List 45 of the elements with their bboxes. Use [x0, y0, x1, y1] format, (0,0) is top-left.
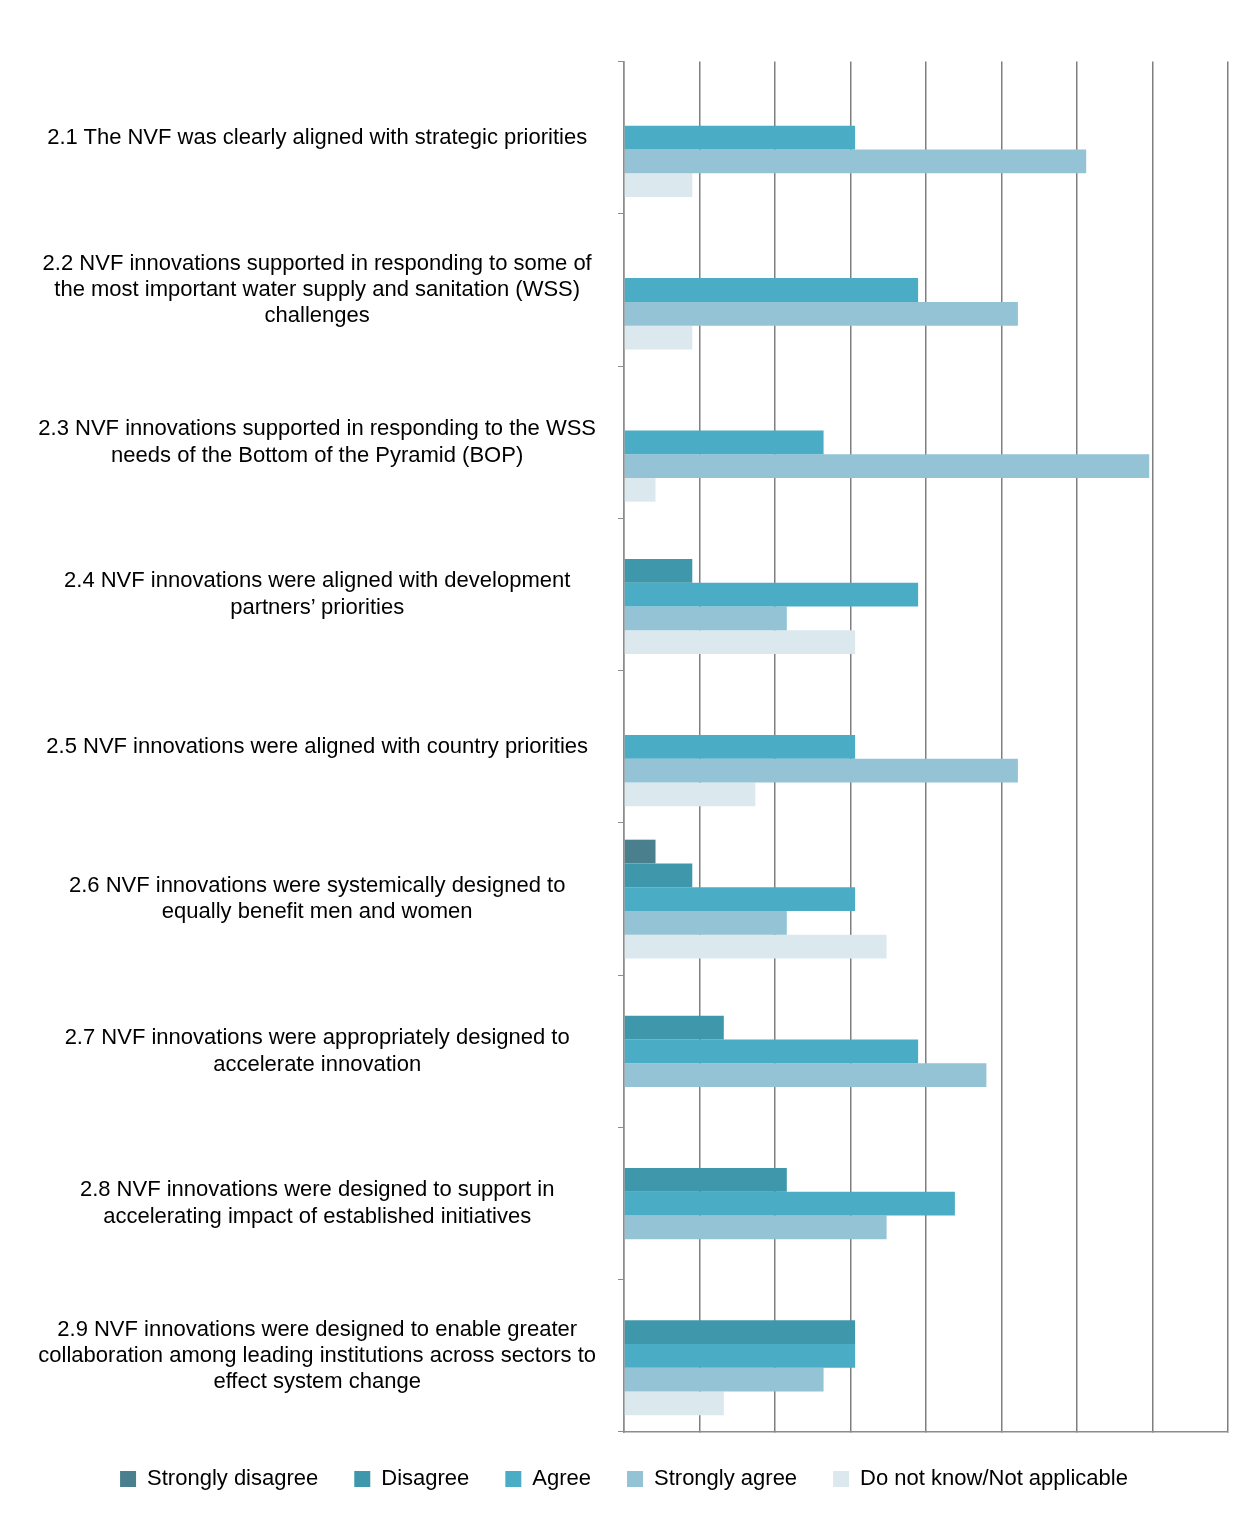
bar: [624, 887, 856, 911]
bar: [624, 839, 656, 864]
bar: [624, 454, 1150, 478]
bar: [624, 734, 856, 759]
y-tick-label: 2.3 NVF innovations supported in responding to the WSS needs of the Bottom of the Pyramid (BOP): [38, 415, 597, 467]
bar: [624, 606, 787, 631]
y-tick-label: 2.4 NVF innovations were aligned with development partners’ priorities: [64, 567, 571, 619]
bar: [624, 782, 756, 807]
bar: [624, 1015, 724, 1040]
bar: [624, 582, 919, 607]
bar: [624, 125, 856, 150]
bar: [624, 1367, 824, 1392]
bar: [624, 149, 1087, 174]
bar: [624, 1191, 955, 1216]
bar: [624, 301, 1018, 326]
bar: [624, 173, 693, 198]
legend-label: Strongly disagree: [147, 1465, 319, 1491]
bar: [624, 934, 887, 959]
bar: [624, 1063, 987, 1087]
bar: [624, 630, 856, 654]
bar: [624, 863, 693, 888]
y-tick-label: 2.5 NVF innovations were aligned with country priorities: [46, 732, 589, 758]
legend-label: Strongly agree: [654, 1465, 798, 1491]
bar: [624, 558, 693, 583]
y-tick-label: 2.2 NVF innovations supported in responding to some of the most important water supply and sanitation (WSS) challenges: [42, 249, 593, 328]
bar: [624, 1167, 787, 1192]
legend-label: Disagree: [381, 1465, 470, 1491]
y-tick-label: 2.6 NVF innovations were systemically designed to equally benefit men and women: [68, 871, 566, 924]
bar: [624, 1343, 856, 1368]
bar: [624, 758, 1018, 783]
y-tick-label: 2.9 NVF innovations were designed to enable greater collaboration among leading institutions across sectors to effect system change: [38, 1315, 596, 1394]
bar: [624, 1039, 919, 1064]
bar: [624, 430, 824, 455]
legend-label: Agree: [532, 1465, 592, 1491]
bar: [624, 477, 656, 502]
bar: [624, 910, 787, 935]
y-tick-label: 2.8 NVF innovations were designed to support in accelerating impact of established initiatives: [79, 1176, 555, 1228]
bar: [624, 1391, 724, 1416]
legend-label: Do not know/Not applicable: [860, 1465, 1128, 1491]
y-tick-label: 2.7 NVF innovations were appropriately designed to accelerate innovation: [64, 1024, 570, 1076]
bar: [624, 325, 693, 350]
bar: [624, 1320, 856, 1344]
bar: [624, 278, 919, 302]
y-tick-label: 2.1 The NVF was clearly aligned with strategic priorities: [47, 123, 588, 149]
bar: [624, 1215, 887, 1240]
